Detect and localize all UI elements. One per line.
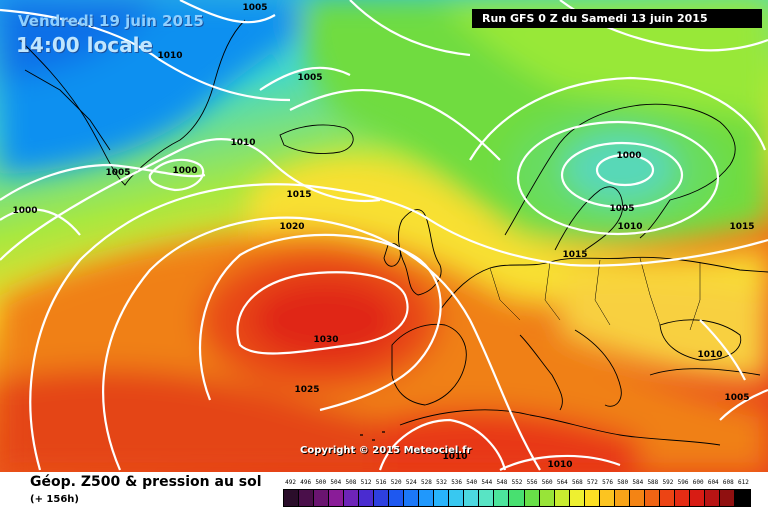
scale-tick-label: 548 xyxy=(496,479,508,486)
scale-tick-label: 528 xyxy=(420,479,432,486)
scale-tick-label: 596 xyxy=(677,479,689,486)
scale-swatch xyxy=(509,490,525,506)
isobar-label: 1030 xyxy=(313,335,338,345)
forecast-offset: (+ 156h) xyxy=(30,494,79,505)
isobar-label: 1025 xyxy=(294,385,319,395)
scale-swatch xyxy=(674,490,690,506)
isobar-label: 1010 xyxy=(547,460,572,470)
color-scale: 492 496 500 504 508 512 516 520 524 528 532 536 540 5… xyxy=(283,479,751,507)
scale-swatch xyxy=(704,490,720,506)
scale-tick-label: 576 xyxy=(602,479,613,486)
scale-swatch xyxy=(629,490,645,506)
scale-tick-label: 536 xyxy=(451,479,463,486)
scale-swatch xyxy=(524,490,540,506)
scale-swatch xyxy=(449,490,465,506)
isobar-label: 1015 xyxy=(729,222,754,232)
scale-tick-label: 492 xyxy=(285,479,296,486)
scale-tick-label: 540 xyxy=(466,479,478,486)
isobar-label: 1005 xyxy=(297,73,322,83)
scale-tick-label: 588 xyxy=(647,479,659,486)
scale-swatch xyxy=(329,490,345,506)
scale-tick-labels: 492 496 500 504 508 512 516 520 524 528 532 536 540 5… xyxy=(283,479,751,489)
scale-swatch xyxy=(659,490,675,506)
map-canvas: 1005 1010 1005 1010 1005 1000 1000 1015 1020 1000… xyxy=(0,0,768,472)
scale-tick-label: 580 xyxy=(617,479,629,486)
scale-tick-label: 532 xyxy=(436,479,447,486)
isobar-label: 1010 xyxy=(157,51,182,61)
run-info-box: Run GFS 0 Z du Samedi 13 juin 2015 xyxy=(472,9,762,28)
scale-swatch xyxy=(644,490,660,506)
forecast-date: Vendredi 19 juin 2015 xyxy=(18,12,204,30)
scale-tick-label: 592 xyxy=(662,479,674,486)
scale-tick-label: 512 xyxy=(360,479,372,486)
isobar-label: 1000 xyxy=(172,166,197,176)
scale-swatch xyxy=(404,490,420,506)
scale-swatch xyxy=(464,490,480,506)
scale-swatch xyxy=(584,490,600,506)
isobar-label: 1010 xyxy=(230,138,255,148)
isobar-label: 1010 xyxy=(697,350,722,360)
scale-tick-label: 584 xyxy=(632,479,644,486)
isobar-label: 1005 xyxy=(242,3,267,13)
scale-tick-label: 520 xyxy=(390,479,402,486)
scale-swatch xyxy=(374,490,390,506)
isobar-label: 1005 xyxy=(609,204,634,214)
forecast-time: 14:00 locale xyxy=(16,33,153,57)
scale-swatch xyxy=(479,490,495,506)
scale-swatch xyxy=(284,490,300,506)
scale-swatch xyxy=(734,490,750,506)
scale-swatch xyxy=(419,490,435,506)
scale-swatch xyxy=(719,490,735,506)
scale-tick-label: 560 xyxy=(541,479,553,486)
scale-tick-label: 568 xyxy=(571,479,583,486)
coastlines xyxy=(19,19,768,446)
scale-swatch xyxy=(359,490,375,506)
isobar-label: 1000 xyxy=(616,151,641,161)
scale-swatch xyxy=(614,490,630,506)
scale-tick-label: 608 xyxy=(722,479,734,486)
scale-tick-label: 556 xyxy=(526,479,538,486)
isobar-label: 1005 xyxy=(724,393,749,403)
isobar-label: 1015 xyxy=(562,250,587,260)
isobar-label: 1010 xyxy=(442,452,467,462)
scale-tick-label: 572 xyxy=(587,479,598,486)
chart-title: Géop. Z500 & pression au sol xyxy=(30,474,262,490)
scale-tick-label: 516 xyxy=(375,479,387,486)
scale-tick-label: 564 xyxy=(556,479,568,486)
scale-tick-label: 544 xyxy=(481,479,493,486)
scale-swatch xyxy=(599,490,615,506)
scale-swatch xyxy=(689,490,705,506)
forecast-map: 1005 1010 1005 1010 1005 1000 1000 1015 1020 1000… xyxy=(0,0,768,472)
scale-tick-label: 604 xyxy=(707,479,719,486)
scale-swatch xyxy=(314,490,330,506)
scale-swatch xyxy=(299,490,315,506)
scale-swatch xyxy=(434,490,450,506)
isobar-label: 1020 xyxy=(279,222,304,232)
scale-tick-label: 600 xyxy=(692,479,704,486)
scale-tick-label: 524 xyxy=(405,479,417,486)
scale-swatch xyxy=(389,490,405,506)
scale-swatch xyxy=(539,490,555,506)
isobar-label: 1010 xyxy=(617,222,642,232)
scale-tick-label: 500 xyxy=(315,479,327,486)
isobar-label: 1000 xyxy=(12,206,37,216)
scale-tick-label: 508 xyxy=(345,479,357,486)
scale-tick-label: 552 xyxy=(511,479,523,486)
isobar-label: 1005 xyxy=(105,168,130,178)
scale-tick-label: 612 xyxy=(738,479,749,486)
scale-swatches xyxy=(283,489,751,507)
isobar-label: 1015 xyxy=(286,190,311,200)
copyright-text: Copyright © 2015 Meteociel.fr xyxy=(300,445,472,456)
scale-swatch xyxy=(569,490,585,506)
scale-tick-label: 496 xyxy=(300,479,312,486)
legend-footer: Géop. Z500 & pression au sol (+ 156h) 49… xyxy=(0,472,768,512)
scale-swatch xyxy=(554,490,570,506)
scale-swatch xyxy=(344,490,360,506)
isobar-lines xyxy=(0,0,768,470)
scale-swatch xyxy=(494,490,510,506)
scale-tick-label: 504 xyxy=(330,479,342,486)
isobar-labels: 1005 1010 1005 1010 1005 1000 1000 1015 1020 1000… xyxy=(12,3,754,470)
